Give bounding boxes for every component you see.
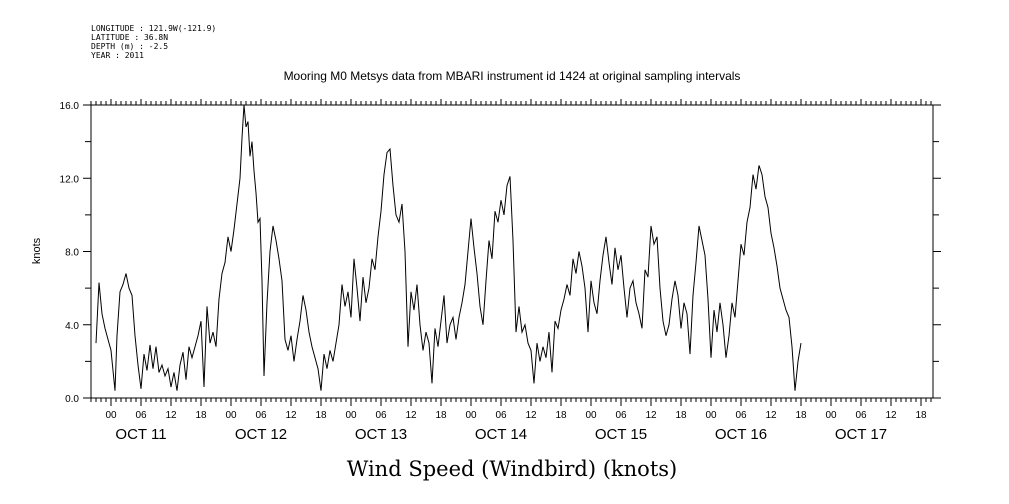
depth-label: DEPTH (m) : -2.5 [91, 42, 168, 51]
y-axis-label: knots [31, 237, 43, 264]
x-hour-label: 00 [705, 410, 717, 421]
x-axis: 00 06 12 18 00 06 12 18 00 06 12 18 00 06 12 18 00 06 12 18… [90, 99, 932, 443]
x-day-label: OCT 16 [715, 426, 767, 443]
longitude-label: LONGITUDE : 121.9W(-121.9) [91, 24, 216, 33]
x-hour-label: 06 [375, 410, 387, 421]
x-hour-label: 18 [795, 410, 807, 421]
x-hour-label: 06 [255, 410, 267, 421]
x-hour-label: 12 [645, 410, 657, 421]
x-hour-label: 00 [825, 410, 837, 421]
wind-speed-series-line [95, 104, 802, 391]
x-hour-label: 06 [495, 410, 507, 421]
x-hour-label: 18 [315, 410, 327, 421]
x-hour-label: 18 [675, 410, 687, 421]
x-hour-label: 12 [525, 410, 537, 421]
x-hour-label: 00 [345, 410, 357, 421]
x-hour-label: 06 [855, 410, 867, 421]
x-hour-label: 18 [915, 410, 927, 421]
x-hour-label: 12 [285, 410, 297, 421]
x-hour-label: 06 [735, 410, 747, 421]
x-day-label: OCT 15 [595, 426, 647, 443]
x-hour-label: 00 [465, 410, 477, 421]
x-hour-label: 18 [435, 410, 447, 421]
y-tick-label: 12.0 [60, 174, 80, 185]
x-hour-label: 06 [615, 410, 627, 421]
x-hour-label: 12 [405, 410, 417, 421]
year-label: YEAR : 2011 [91, 51, 144, 60]
x-hour-label: 12 [165, 410, 177, 421]
x-hour-label: 18 [555, 410, 567, 421]
x-hour-label: 12 [765, 410, 777, 421]
plot-frame [90, 104, 934, 399]
y-tick-label: 0.0 [65, 394, 79, 405]
x-day-label: OCT 13 [355, 426, 407, 443]
x-hour-label: 18 [195, 410, 207, 421]
y-axis: 0.0 4.0 8.0 12.0 16.0 [60, 101, 941, 405]
y-tick-label: 16.0 [60, 101, 80, 112]
x-hour-label: 00 [585, 410, 597, 421]
latitude-label: LATITUDE : 36.8N [91, 33, 168, 42]
x-hour-label: 12 [885, 410, 897, 421]
y-tick-label: 4.0 [65, 321, 79, 332]
x-day-label: OCT 14 [475, 426, 527, 443]
x-day-label: OCT 17 [835, 426, 887, 443]
x-axis-label: Wind Speed (Windbird) (knots) [347, 457, 677, 481]
x-day-label: OCT 12 [235, 426, 287, 443]
chart-title: Mooring M0 Metsys data from MBARI instru… [284, 69, 741, 83]
x-hour-label: 06 [135, 410, 147, 421]
x-hour-label: 00 [105, 410, 117, 421]
y-tick-label: 8.0 [65, 248, 79, 259]
x-day-label: OCT 11 [115, 426, 166, 443]
x-hour-label: 00 [225, 410, 237, 421]
